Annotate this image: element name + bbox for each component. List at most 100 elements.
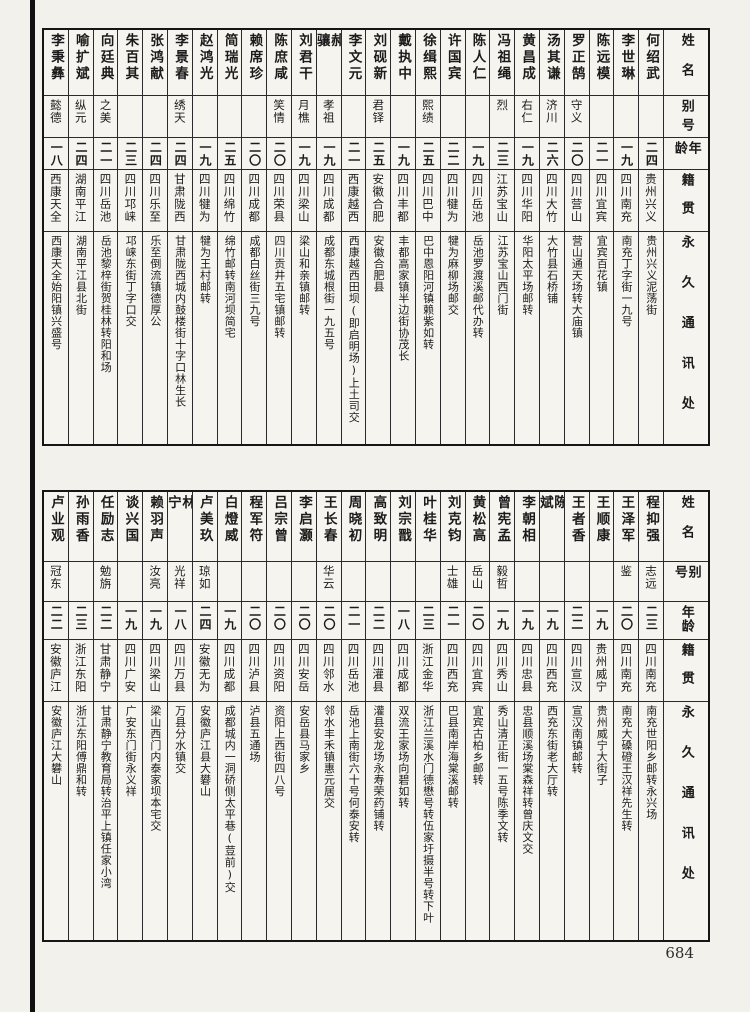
cell-age: 一九 — [614, 138, 639, 170]
cell-native_place: 四川梁山 — [143, 640, 167, 702]
cell-native_place: 四川宜宾 — [589, 170, 614, 232]
age-text: 二一 — [346, 605, 361, 631]
cell-age: 一九 — [539, 602, 564, 640]
native_place-text: 甘肃陇西 — [172, 173, 187, 223]
cell-native_place: 四川岳池 — [93, 170, 118, 232]
address-text: 绵竹邮转南河坝简宅 — [223, 235, 237, 339]
cell-native_place: 四川邻水 — [316, 640, 341, 702]
native_place-text: 四川万县 — [172, 643, 187, 693]
cell-age: 二一 — [93, 138, 118, 170]
alias-text: 琼如 — [197, 565, 212, 590]
cell-name: 罗正鹄 — [564, 30, 589, 96]
cell-address: 大竹县石桥铺 — [540, 232, 564, 444]
address-text: 浙江东阳傅鼎和转 — [74, 705, 88, 797]
address-text: 犍为麻柳场邮交 — [446, 235, 460, 316]
address-text: 成都东城根街一九五号 — [322, 235, 336, 350]
person-column: 李秉彝 懿德 一八 西康天全 西康天全始阳镇兴盛号 — [44, 30, 69, 444]
cell-alias — [291, 562, 316, 602]
cell-address: 忠县顺溪场棠森祥转曾庆文交 — [515, 702, 539, 940]
person-column: 李景春 绣天 二四 甘肃陇西 甘肃陇西城内鼓楼街十字口林生长 — [167, 30, 193, 444]
name-text: 高致明 — [370, 495, 387, 545]
cell-alias: 烈 — [490, 96, 515, 138]
person-column: 王泽军鉴二〇 四川南充 南充大磉磴王汉祥先生转 — [614, 492, 640, 940]
cell-address: 巴县南岸海棠溪邮转 — [441, 702, 465, 940]
name-text: 陈人仁 — [469, 33, 486, 83]
cell-native_place: 四川岳池 — [465, 170, 490, 232]
name-text: 白燈威 — [221, 495, 238, 545]
cell-alias: 守义 — [564, 96, 589, 138]
native_place-text: 四川西充 — [445, 643, 460, 693]
cell-alias: 纵元 — [68, 96, 93, 138]
cell-address: 梁山西门内泰家坝本宅交 — [143, 702, 167, 940]
age-text: 二二 — [49, 605, 64, 631]
cell-address: 梁山和亲镇邮转 — [292, 232, 316, 444]
native_place-text: 四川梁山 — [148, 643, 163, 693]
cell-age: 一九 — [391, 138, 415, 170]
person-column: 陈斌 一九 四川西充 西充东街老大厅转 — [539, 492, 565, 940]
name-text: 孙雨香 — [72, 495, 89, 545]
column-header-address: 永久通讯处 — [664, 702, 708, 940]
cell-native_place: 四川成都 — [316, 170, 341, 232]
cell-address: 江苏宝山西门街 — [490, 232, 514, 444]
column-header-text: 籍贯 — [678, 173, 694, 229]
native_place-text: 四川营山 — [569, 173, 584, 223]
cell-age: 二二 — [93, 602, 118, 640]
age-text: 二四 — [73, 141, 88, 167]
alias-text: 君铎 — [371, 99, 386, 124]
cell-name: 李启灏 — [291, 492, 316, 562]
cell-age: 一九 — [291, 138, 316, 170]
cell-alias: 右仁 — [515, 96, 539, 138]
age-text: 一九 — [520, 141, 535, 167]
cell-native_place: 四川西充 — [539, 640, 564, 702]
cell-address: 犍为王村邮转 — [193, 232, 217, 444]
cell-alias — [391, 96, 415, 138]
cell-name: 徐缉熙 — [415, 30, 440, 96]
address-text: 万县分水镇交 — [173, 705, 187, 774]
cell-age: 一九 — [217, 602, 242, 640]
cell-age: 二四 — [192, 602, 217, 640]
age-text: 二二 — [445, 141, 460, 167]
address-text: 安徽合肥县 — [372, 235, 386, 293]
column-header-text: 姓名 — [678, 495, 694, 555]
person-column: 简瑞光 二五 四川绵竹 绵竹邮转南河坝简宅 — [217, 30, 243, 444]
cell-name: 张鸿献 — [143, 30, 167, 96]
cell-age: 二五 — [217, 138, 242, 170]
age-text: 一九 — [297, 141, 312, 167]
cell-alias: 济川 — [539, 96, 564, 138]
cell-native_place: 四川南充 — [614, 640, 639, 702]
cell-alias — [217, 562, 242, 602]
name-text: 王顺康 — [593, 495, 610, 545]
cell-age: 二〇 — [316, 602, 341, 640]
age-text: 二一 — [346, 141, 361, 167]
age-text: 二〇 — [297, 605, 312, 631]
cell-address: 安徽庐江大礬山 — [44, 702, 68, 940]
cell-age: 二〇 — [614, 602, 639, 640]
cell-alias — [639, 96, 663, 138]
person-column: 叶桂华 二三 浙江金华 浙江兰溪水门德懋号转伍家圩摄半号转下叶 — [415, 492, 441, 940]
cell-address: 广安东门街永义祥 — [118, 702, 142, 940]
column-header-text: 永久通讯处 — [678, 705, 694, 907]
age-text: 一九 — [520, 605, 535, 631]
cell-age: 一九 — [589, 602, 614, 640]
cell-age: 二三 — [68, 602, 93, 640]
address-text: 邻水丰禾镇惠元居交 — [322, 705, 336, 809]
name-text: 李秉彝 — [47, 33, 64, 83]
name-text: 冯祖绳 — [494, 33, 511, 83]
address-text: 泸县五通场 — [248, 705, 262, 763]
alias-text: 右仁 — [520, 99, 535, 124]
cell-address: 丰都高家镇半边街协茂长 — [391, 232, 415, 444]
age-text: 二五 — [222, 141, 237, 167]
tables-wrap: 李秉彝 懿德 一八 西康天全 西康天全始阳镇兴盛号 喻扩斌 纵元 二四 湖南平江 湖南平江县北街向… — [42, 28, 710, 942]
column-header-text: 别号 — [671, 565, 701, 584]
cell-name: 汤其谦 — [539, 30, 564, 96]
address-text: 营山通天场转大庙镇 — [570, 235, 584, 339]
cell-alias — [539, 562, 564, 602]
cell-name: 陈人仁 — [465, 30, 490, 96]
alias-text: 济川 — [544, 99, 559, 124]
age-text: 一九 — [545, 605, 560, 631]
cell-alias: 汝亮 — [143, 562, 167, 602]
native_place-text: 浙江金华 — [420, 643, 435, 693]
person-column: 谈兴国 一九 四川广安 广安东门街永义祥 — [118, 492, 144, 940]
cell-address: 乐至倒流镇德厚公 — [143, 232, 167, 444]
cell-alias — [440, 96, 465, 138]
